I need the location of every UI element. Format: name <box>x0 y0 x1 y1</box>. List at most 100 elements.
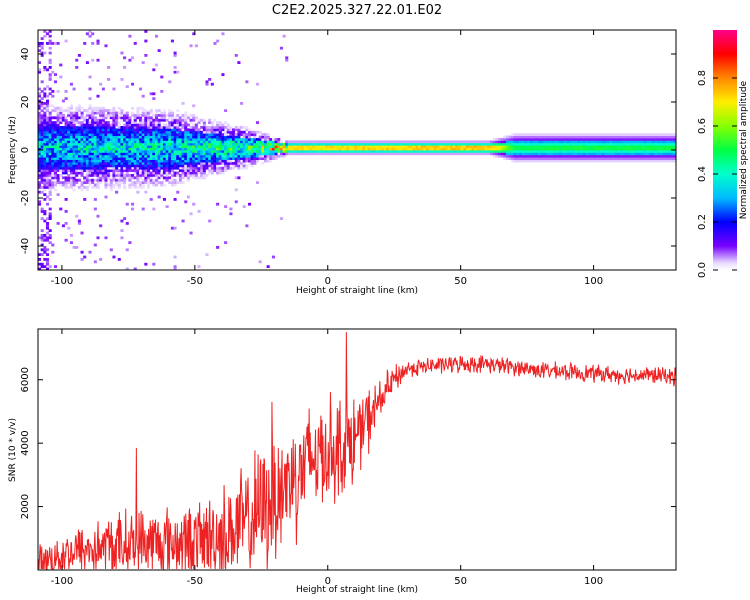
heatmap-cell <box>93 154 97 158</box>
heatmap-cell <box>505 150 509 153</box>
heatmap-cell <box>77 164 81 168</box>
heatmap-cell <box>64 126 68 129</box>
heatmap-cell <box>279 145 283 148</box>
heatmap-cell <box>168 116 172 120</box>
heatmap-cell <box>69 142 73 146</box>
heatmap-cell <box>218 150 222 153</box>
heatmap-cell <box>117 174 121 177</box>
heatmap-cell <box>149 121 153 124</box>
heatmap-cell <box>83 181 87 184</box>
heatmap-cell <box>588 140 592 144</box>
heatmap-cell <box>593 142 597 146</box>
heatmap-cell <box>423 147 427 151</box>
heatmap-cell <box>271 154 275 158</box>
heatmap-cell <box>465 152 470 156</box>
heatmap-cell <box>657 154 661 158</box>
heatmap-cell <box>609 152 613 156</box>
heatmap-cell <box>564 159 568 163</box>
heatmap-cell <box>139 126 143 129</box>
heatmap-cell <box>162 130 166 134</box>
heatmap-cell <box>263 140 268 144</box>
heatmap-cell <box>513 150 517 153</box>
heatmap-cell <box>152 164 156 168</box>
heatmap-cell <box>269 145 273 148</box>
heatmap-cell <box>64 166 68 170</box>
heatmap-cell <box>620 152 624 156</box>
heatmap-cell <box>75 135 79 139</box>
heatmap-cell <box>184 118 188 122</box>
heatmap-cell <box>75 246 79 249</box>
heatmap-cell <box>85 138 89 141</box>
heatmap-cell <box>88 126 92 129</box>
heatmap-cell <box>48 140 52 144</box>
heatmap-cell <box>229 150 233 153</box>
heatmap-cell <box>263 135 268 139</box>
heatmap-cell <box>660 138 664 141</box>
heatmap-cell <box>628 133 632 136</box>
heatmap-cell <box>325 147 329 151</box>
heatmap-cell <box>154 176 159 180</box>
heatmap-cell <box>85 152 89 156</box>
heatmap-cell <box>232 152 236 156</box>
heatmap-cell <box>104 169 108 172</box>
heatmap-cell <box>253 130 257 134</box>
heatmap-cell <box>585 145 589 148</box>
heatmap-cell <box>208 145 212 148</box>
spectrogram-x-label: Height of straight line (km) <box>296 286 418 296</box>
heatmap-cell <box>410 145 414 148</box>
heatmap-cell <box>508 140 512 144</box>
heatmap-cell <box>91 58 95 62</box>
heatmap-cell <box>210 135 214 139</box>
heatmap-cell <box>61 154 65 158</box>
heatmap-cell <box>133 114 137 117</box>
heatmap-cell <box>48 217 52 220</box>
heatmap-cell <box>537 157 541 160</box>
heatmap-cell <box>99 140 103 144</box>
heatmap-cell <box>479 142 483 146</box>
heatmap-cell <box>245 150 249 153</box>
heatmap-cell <box>240 162 244 165</box>
heatmap-cell <box>192 150 196 153</box>
heatmap-cell <box>85 142 89 146</box>
heatmap-cell <box>319 150 323 153</box>
heatmap-cell <box>123 126 127 129</box>
heatmap-cell <box>75 166 79 170</box>
heatmap-cell <box>120 157 124 160</box>
heatmap-cell <box>184 130 188 134</box>
heatmap-cell <box>232 135 236 139</box>
heatmap-cell <box>598 159 602 163</box>
heatmap-cell <box>51 126 55 129</box>
heatmap-cell <box>633 147 637 151</box>
heatmap-cell <box>51 150 55 153</box>
y-tick-label: 20 <box>20 96 31 109</box>
heatmap-cell <box>72 130 76 134</box>
heatmap-cell <box>577 142 581 146</box>
heatmap-cell <box>261 135 265 139</box>
heatmap-cell <box>481 145 485 148</box>
heatmap-cell <box>115 178 119 182</box>
heatmap-cell <box>184 171 188 175</box>
x-tick-label: 0 <box>325 276 331 287</box>
heatmap-cell <box>184 138 188 141</box>
heatmap-cell <box>80 133 84 136</box>
heatmap-cell <box>56 133 60 136</box>
heatmap-cell <box>99 135 103 139</box>
heatmap-cell <box>551 140 555 144</box>
heatmap-cell <box>59 130 63 134</box>
heatmap-cell <box>125 150 129 153</box>
heatmap-cell <box>88 121 92 124</box>
heatmap-cell <box>109 154 113 158</box>
heatmap-cell <box>59 145 63 148</box>
heatmap-cell <box>250 154 254 158</box>
heatmap-cell <box>652 159 656 163</box>
snr-frame <box>37 328 677 571</box>
heatmap-cell <box>670 133 674 136</box>
heatmap-cell <box>184 121 188 124</box>
heatmap-cell <box>585 154 589 158</box>
heatmap-cell <box>40 238 44 242</box>
heatmap-cell <box>133 147 137 151</box>
heatmap-cell <box>431 150 435 153</box>
heatmap-cell <box>99 174 103 177</box>
heatmap-cell <box>192 157 196 160</box>
heatmap-cell <box>325 145 329 148</box>
